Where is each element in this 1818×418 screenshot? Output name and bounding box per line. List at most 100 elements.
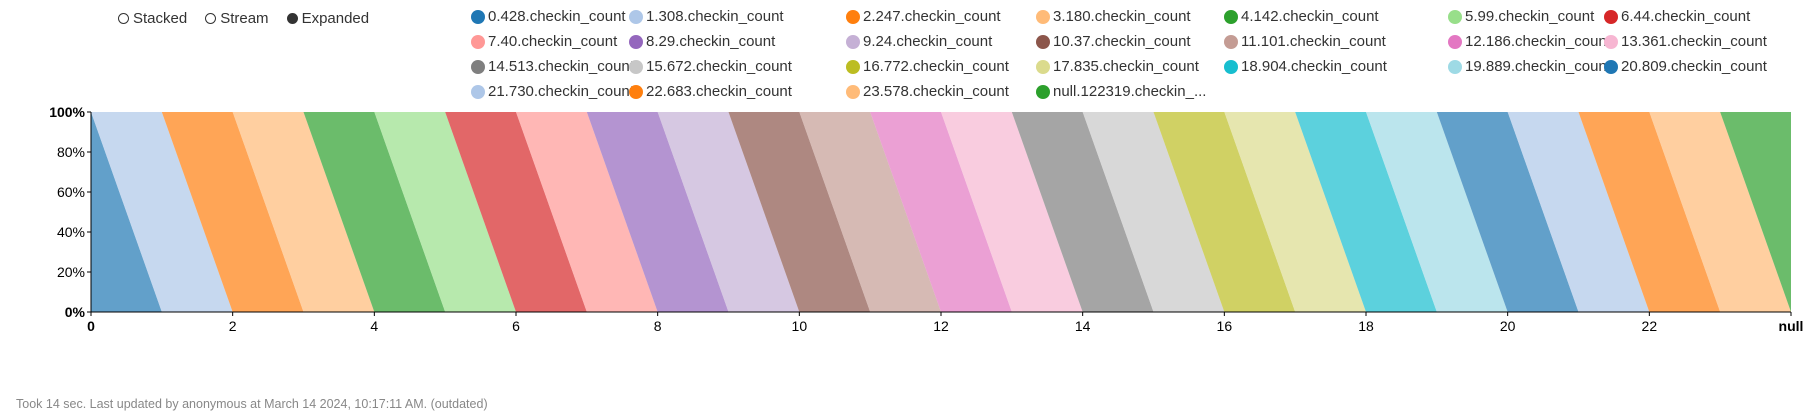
legend-dot-icon [1448,34,1462,49]
legend-item[interactable]: 18.904.checkin_count [1224,58,1387,75]
legend-item[interactable]: 22.683.checkin_count [629,83,792,100]
legend-dot-icon [1036,84,1050,99]
legend-label: 20.809.checkin_count [1621,58,1767,75]
x-tick-label: 2 [229,318,237,334]
area-series[interactable] [445,112,587,312]
area-series[interactable] [1295,112,1437,312]
legend-item[interactable]: 14.513.checkin_count [471,58,634,75]
legend-label: 14.513.checkin_count [488,58,634,75]
area-series[interactable] [1720,112,1791,312]
legend-label: 2.247.checkin_count [863,8,1001,25]
legend-item[interactable]: 21.730.checkin_count [471,83,634,100]
legend-label: 7.40.checkin_count [488,33,618,50]
area-series[interactable] [1153,112,1296,312]
legend-item[interactable]: 13.361.checkin_count [1604,33,1767,50]
area-series[interactable] [941,112,1083,312]
y-tick-label: 60% [57,184,85,200]
legend-item[interactable]: 20.809.checkin_count [1604,58,1767,75]
legend-label: 8.29.checkin_count [646,33,776,50]
area-series[interactable] [870,112,1012,312]
legend-dot-icon [1448,59,1462,74]
legend-item[interactable]: null.122319.checkin_... [1036,83,1206,100]
legend-item[interactable]: 0.428.checkin_count [471,8,626,25]
legend-label: 13.361.checkin_count [1621,33,1767,50]
area-series[interactable] [728,112,871,312]
legend-item[interactable]: 12.186.checkin_count [1448,33,1611,50]
stacked-radio-icon[interactable] [118,12,129,24]
legend-label: 19.889.checkin_count [1465,58,1611,75]
legend-dot-icon [1036,9,1050,24]
area-series[interactable] [657,112,800,312]
legend-item[interactable]: 6.44.checkin_count [1604,8,1750,25]
legend-item[interactable]: 5.99.checkin_count [1448,8,1594,25]
legend-dot-icon [471,59,485,74]
area-series[interactable] [232,112,375,312]
legend-item[interactable]: 11.101.checkin_count [1224,33,1386,50]
legend-dot-icon [846,59,860,74]
area-chart: 0% 20% 40% 60% 80% 100% 0 2 4 6 8 10 12 14 16 18 20 22 nul… [49,104,1803,334]
area-series[interactable] [374,112,516,312]
x-tick-label: 6 [512,318,520,334]
legend-item[interactable]: 8.29.checkin_count [629,33,775,50]
area-series[interactable] [586,112,729,312]
display-mode-controls: Stacked Stream Expanded [118,9,387,27]
stacked-option[interactable]: Stacked [118,10,187,27]
area-series[interactable] [516,112,658,312]
legend-item[interactable]: 10.37.checkin_count [1036,33,1191,50]
x-tick-label: 8 [654,318,662,334]
area-series[interactable] [1011,112,1154,312]
legend-label: 0.428.checkin_count [488,8,626,25]
area-series[interactable] [1507,112,1650,312]
legend-item[interactable]: 4.142.checkin_count [1224,8,1379,25]
legend-dot-icon [629,34,643,49]
legend-label: 10.37.checkin_count [1053,33,1191,50]
legend-dot-icon [1224,9,1238,24]
stream-label: Stream [220,9,269,27]
stacked-label: Stacked [133,9,188,27]
legend-item[interactable]: 16.772.checkin_count [846,58,1009,75]
area-series[interactable] [1649,112,1791,312]
legend-item[interactable]: 2.247.checkin_count [846,8,1001,25]
legend-item[interactable]: 15.672.checkin_count [629,58,792,75]
area-series[interactable] [1082,112,1225,312]
x-tick-label: 22 [1642,318,1658,334]
legend-dot-icon [629,59,643,74]
stream-radio-icon[interactable] [205,12,217,24]
area-series[interactable] [91,112,233,312]
area-series[interactable] [161,112,304,312]
x-tick-label: 10 [792,318,808,334]
legend-label: 21.730.checkin_count [488,83,634,100]
legend-item[interactable]: 1.308.checkin_count [629,8,784,25]
legend-label: null.122319.checkin_... [1053,83,1207,100]
legend-item[interactable]: 19.889.checkin_count [1448,58,1611,75]
area-series[interactable] [1224,112,1366,312]
legend-label: 22.683.checkin_count [646,83,792,100]
legend-dot-icon [1448,9,1462,24]
area-series[interactable] [1578,112,1721,312]
x-tick-label: 0 [87,318,95,334]
legend-item[interactable]: 9.24.checkin_count [846,33,992,50]
area-series[interactable] [1436,112,1579,312]
area-series[interactable] [1366,112,1508,312]
expanded-label: Expanded [301,9,370,27]
area-series[interactable] [799,112,941,312]
y-tick-label: 100% [49,104,85,120]
legend-item[interactable]: 7.40.checkin_count [471,33,617,50]
y-tick-label: 0% [65,304,86,320]
legend-item[interactable]: 3.180.checkin_count [1036,8,1191,25]
legend-item[interactable]: 17.835.checkin_count [1036,58,1199,75]
legend-item[interactable]: 23.578.checkin_count [846,83,1009,100]
legend-label: 5.99.checkin_count [1465,8,1595,25]
legend-label: 11.101.checkin_count [1241,33,1386,50]
legend-dot-icon [1224,34,1238,49]
x-tick-label: 4 [370,318,378,334]
stream-option[interactable]: Stream [205,9,269,27]
expanded-radio-icon[interactable] [286,12,298,24]
y-tick-label: 20% [57,264,85,280]
area-series[interactable] [303,112,446,312]
x-tick-label: 20 [1500,318,1516,334]
legend-dot-icon [1604,59,1618,74]
legend-label: 17.835.checkin_count [1053,58,1199,75]
legend-dot-icon [1036,34,1050,49]
expanded-option[interactable]: Expanded [286,9,370,27]
